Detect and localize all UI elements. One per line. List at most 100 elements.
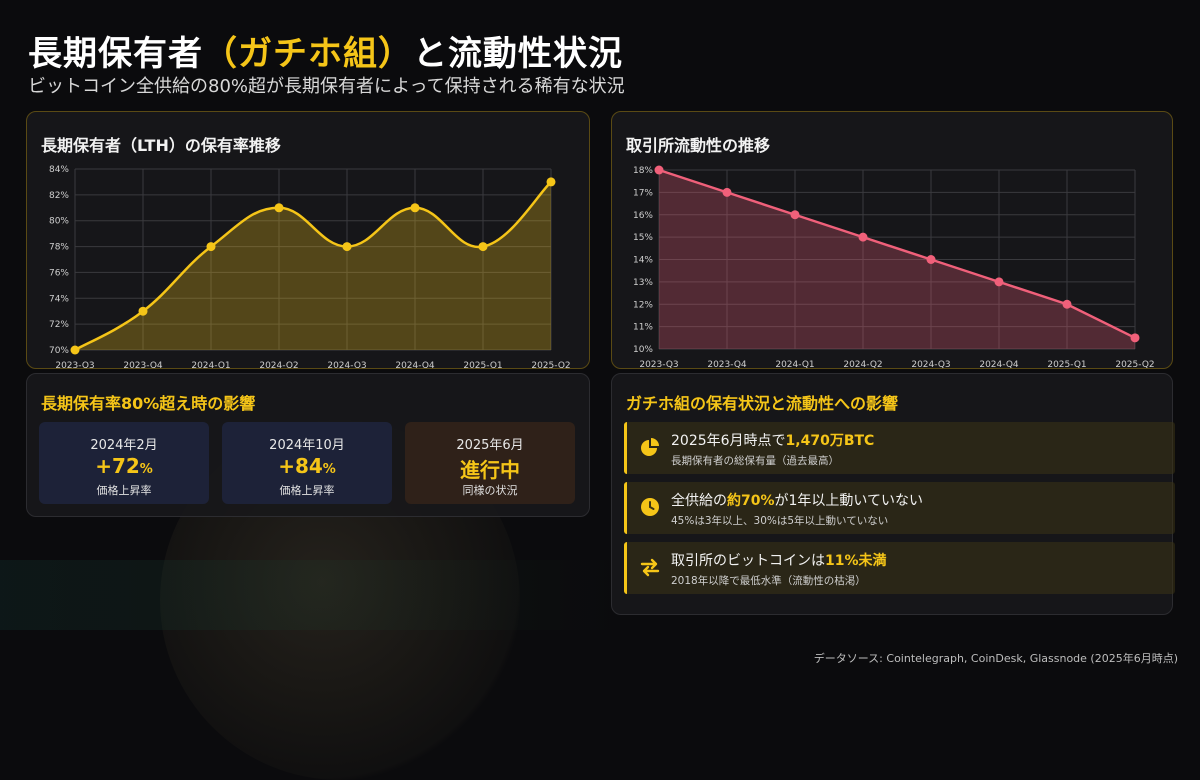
y-tick-label: 11%	[633, 323, 653, 333]
y-tick-label: 80%	[49, 217, 69, 227]
status-row-text-pre: 全供給の	[671, 493, 727, 509]
y-tick-label: 12%	[633, 300, 653, 310]
impact-card-date: 2024年2月	[90, 438, 158, 453]
status-row-text: 2025年6月時点で1,470万BTC	[671, 430, 874, 450]
x-tick-label: 2025-Q1	[463, 361, 502, 368]
lth-chart: 70% 72% 74% 76% 78% 80% 82% 84% 2023-Q3 2023-Q4 20…	[49, 165, 571, 368]
clock-icon	[641, 498, 659, 516]
data-point	[1062, 299, 1072, 309]
impact-card: 2024年2月 +72% 価格上昇率	[39, 422, 209, 504]
series-line	[658, 168, 1136, 339]
x-tick-label: 2025-Q1	[1047, 360, 1086, 368]
data-point	[994, 277, 1004, 287]
status-panel: ガチホ組の保有状況と流動性への影響 2025年6月時点で1,470万BTC 長期…	[611, 373, 1175, 615]
data-point	[70, 345, 80, 355]
data-point	[138, 306, 148, 316]
data-point	[722, 187, 732, 197]
status-row-text: 全供給の約70%が1年以上動いていない	[671, 490, 923, 510]
page-title: 長期保有者（ガチホ組）と流動性状況	[28, 26, 623, 75]
data-point	[546, 177, 556, 187]
data-source-note: データソース: Cointelegraph, CoinDesk, Glassno…	[813, 652, 1178, 665]
data-point	[478, 242, 488, 252]
y-tick-label: 14%	[633, 256, 653, 266]
background-glow	[0, 560, 620, 630]
status-row-subtext: 2018年以降で最低水準（流動性の枯渇）	[671, 575, 866, 587]
x-tick-label: 2025-Q2	[531, 361, 570, 368]
title-highlight: （ガチホ組）	[203, 34, 413, 74]
data-point	[206, 242, 216, 252]
x-tick-label: 2023-Q3	[639, 360, 678, 368]
data-point	[274, 203, 284, 213]
lth-chart-title: 長期保有者（LTH）の保有率推移	[41, 136, 281, 155]
impact-panel: 長期保有率80%超え時の影響 2024年2月 +72% 価格上昇率 2024年1…	[26, 373, 590, 517]
x-tick-label: 2024-Q3	[327, 361, 366, 368]
status-row-text-pre: 取引所のビットコインは	[671, 553, 825, 569]
impact-card-caption: 価格上昇率	[279, 484, 335, 497]
impact-card-caption: 価格上昇率	[96, 484, 152, 497]
data-point	[926, 255, 936, 264]
status-row-highlight: 約70%	[727, 493, 775, 509]
impact-card-date: 2024年10月	[269, 438, 345, 453]
status-row: 全供給の約70%が1年以上動いていない 45%は3年以上、30%は5年以上動いて…	[624, 482, 1175, 534]
impact-card-caption: 同様の状況	[462, 484, 518, 497]
data-point	[790, 210, 800, 220]
liquidity-chart-title: 取引所流動性の推移	[626, 136, 771, 155]
page-subtitle: ビットコイン全供給の80%超が長期保有者によって保持される稀有な状況	[28, 76, 625, 97]
impact-card-number: +72	[95, 454, 140, 478]
y-tick-label: 84%	[49, 165, 69, 175]
y-tick-label: 17%	[633, 188, 653, 198]
impact-card: 2025年6月 進行中 同様の状況	[405, 422, 575, 504]
impact-card-number: 進行中	[460, 458, 520, 482]
status-row: 取引所のビットコインは11%未満 2018年以降で最低水準（流動性の枯渇）	[624, 542, 1175, 594]
status-row-text-pre: 2025年6月時点で	[671, 433, 786, 449]
x-tick-label: 2023-Q4	[707, 360, 747, 368]
status-row-highlight: 11%未満	[825, 553, 887, 569]
status-row-highlight: 1,470万BTC	[785, 433, 875, 449]
x-tick-label: 2024-Q3	[911, 360, 950, 368]
y-tick-label: 70%	[49, 346, 69, 356]
x-tick-label: 2024-Q4	[979, 360, 1019, 368]
y-tick-label: 74%	[49, 294, 69, 304]
impact-card-value: 進行中	[405, 454, 575, 483]
y-tick-label: 13%	[633, 278, 653, 288]
liquidity-chart-panel: 取引所流動性の推移 10% 11% 12% 13% 14% 15% 16% 17% 18% 202…	[611, 111, 1173, 369]
impact-card-unit: %	[322, 462, 336, 477]
x-tick-label: 2024-Q1	[191, 361, 230, 368]
data-point	[342, 242, 352, 252]
y-tick-label: 18%	[633, 166, 653, 176]
impact-card-unit: %	[139, 462, 153, 477]
data-point	[410, 203, 420, 213]
status-row-text-post: が1年以上動いていない	[774, 493, 924, 509]
lth-chart-panel: 長期保有者（LTH）の保有率推移 70% 72% 74% 76% 78% 80% 82% 84…	[26, 111, 590, 369]
impact-card-date: 2025年6月	[456, 438, 524, 453]
x-tick-label: 2023-Q3	[55, 361, 94, 368]
y-tick-label: 78%	[49, 243, 69, 253]
title-tail: と流動性状況	[413, 34, 623, 74]
impact-card-value: +84%	[222, 454, 392, 478]
x-tick-label: 2023-Q4	[123, 361, 163, 368]
y-tick-label: 82%	[49, 191, 69, 201]
data-point	[858, 232, 868, 242]
series-area	[659, 170, 1135, 349]
x-tick-label: 2024-Q1	[775, 360, 814, 368]
data-point	[1130, 333, 1140, 343]
y-tick-label: 10%	[633, 345, 653, 355]
y-tick-label: 72%	[49, 320, 69, 330]
status-title: ガチホ組の保有状況と流動性への影響	[626, 394, 899, 413]
data-point	[654, 165, 664, 175]
y-tick-label: 16%	[633, 211, 653, 221]
y-tick-label: 76%	[49, 268, 69, 278]
x-tick-label: 2024-Q2	[843, 360, 882, 368]
x-tick-label: 2025-Q2	[1115, 360, 1154, 368]
x-tick-label: 2024-Q4	[395, 361, 435, 368]
status-row-subtext: 長期保有者の総保有量（過去最高）	[671, 455, 839, 467]
status-row-text: 取引所のビットコインは11%未満	[671, 550, 887, 570]
title-main: 長期保有者	[28, 34, 203, 74]
exchange-arrows-icon	[640, 558, 660, 577]
impact-card-number: +84	[278, 454, 323, 478]
status-row-subtext: 45%は3年以上、30%は5年以上動いていない	[671, 515, 889, 527]
x-tick-label: 2024-Q2	[259, 361, 298, 368]
series-area	[75, 181, 551, 350]
status-row: 2025年6月時点で1,470万BTC 長期保有者の総保有量（過去最高）	[624, 422, 1175, 474]
impact-card: 2024年10月 +84% 価格上昇率	[222, 422, 392, 504]
